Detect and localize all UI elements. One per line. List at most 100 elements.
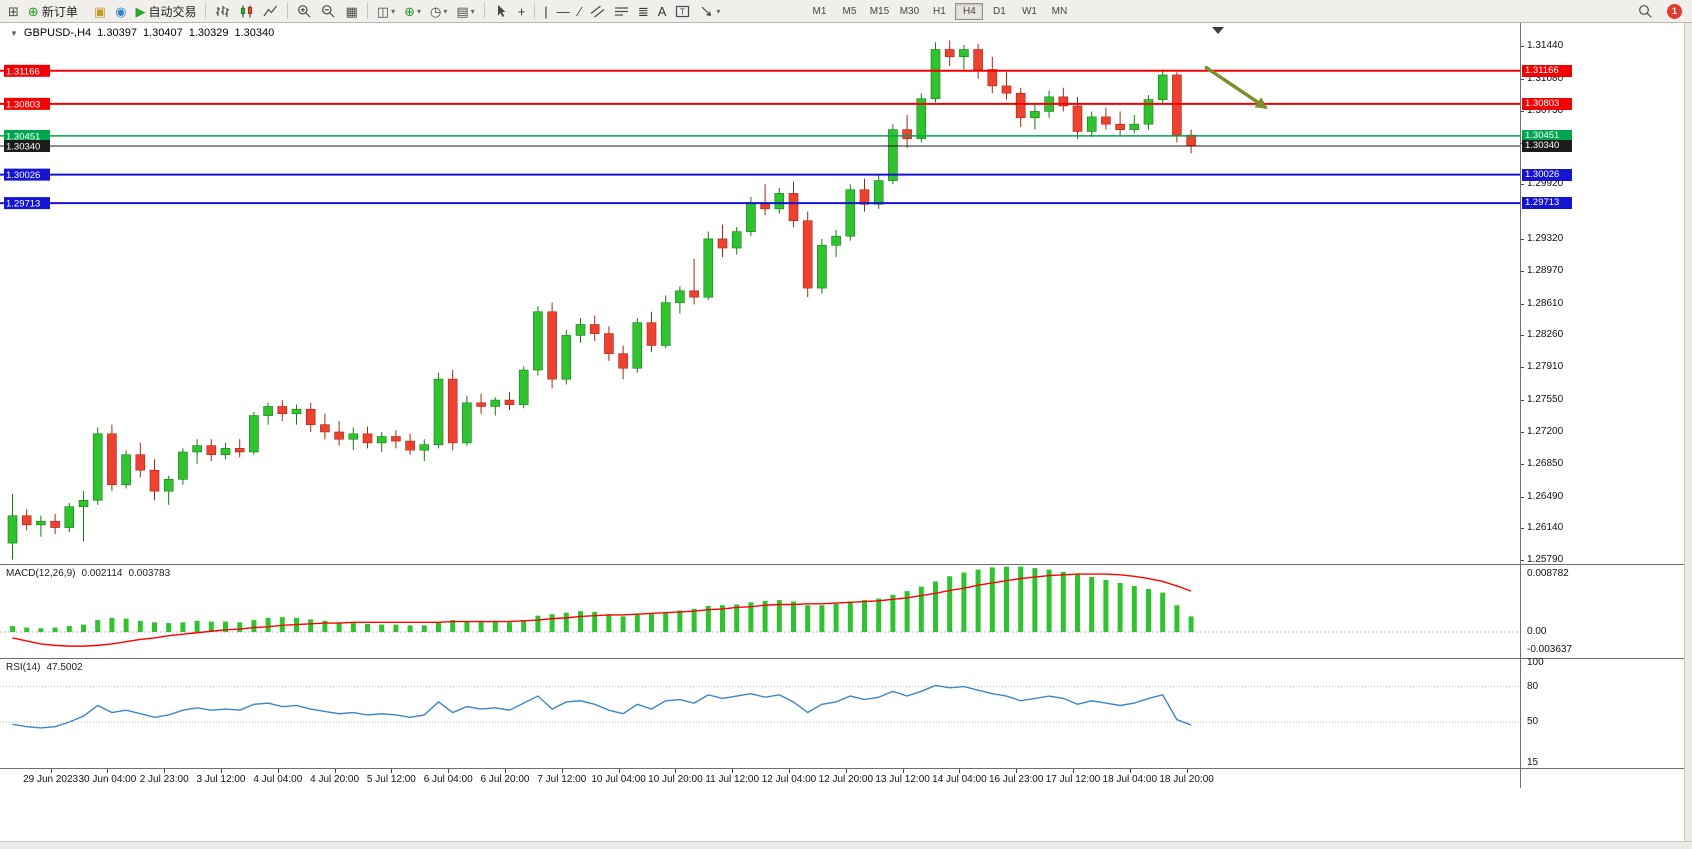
text-label-icon[interactable] (671, 0, 694, 22)
time-axis-label: 4 Jul 04:00 (253, 774, 303, 785)
panel-separator[interactable] (0, 658, 1684, 659)
macd-panel[interactable] (0, 565, 1520, 658)
profiles-icon[interactable]: ▣ (90, 0, 110, 22)
rsi-panel[interactable] (0, 659, 1520, 768)
new-order-button-label: 新订单 (41, 4, 78, 19)
time-axis-tick (391, 769, 393, 773)
templates-icon[interactable]: ▤ ▾ (452, 0, 478, 22)
indicators-icon[interactable]: ⊕ ▾ (400, 0, 425, 22)
macd-axis-label: 0.00 (1527, 626, 1547, 637)
price-badge-left: 1.30451 (4, 129, 50, 142)
toolbar: ⊞ ⊕ 新订单 ▣ ◉ ▶ 自动交易 ▦ ◫ ▾ ⊕ ▾ ◷ ▾ ▤ ▾ + | — ∕ ≣ A ▾ M1 M5 M15 M30 H1… (0, 0, 1692, 23)
y-axis-tick (1520, 270, 1524, 272)
timeframe-h1[interactable]: H1 (933, 5, 946, 17)
fibonacci-icon[interactable] (610, 0, 633, 22)
time-axis-tick (505, 769, 506, 773)
y-axis-tick (1520, 367, 1524, 369)
timeframe-group: M1 M5 M15 M30 H1 H4 D1 W1 MN (805, 2, 1073, 20)
community-icon[interactable]: ◉ (111, 0, 130, 22)
toolbar-right-cluster: 1 (1634, 0, 1682, 22)
time-axis-label: 12 Jul 20:00 (818, 774, 874, 785)
timeframe-d1[interactable]: D1 (993, 5, 1006, 17)
cursor-icon[interactable] (490, 0, 513, 22)
new-chart-icon-glyph: ⊞ (8, 3, 19, 19)
equidistant-channel-icon[interactable] (586, 0, 609, 22)
horizontal-line-icon-glyph: — (556, 3, 570, 19)
price-axis-badge: 1.29713 (1522, 197, 1572, 210)
candlestick-chart-icon[interactable] (235, 0, 258, 22)
one-click-trading-caret-icon[interactable]: ▼ (10, 28, 18, 38)
arrange-charts-icon[interactable]: ◫ ▾ (373, 0, 399, 22)
bar-chart-glyph-icon (215, 4, 230, 19)
chart-header: ▼ GBPUSD-,H4 1.30397 1.30407 1.30329 1.3… (10, 27, 274, 39)
price-axis-badge: 1.30451 (1522, 129, 1572, 142)
price-axis[interactable]: 1.314401.310801.307301.303701.299201.293… (1520, 0, 1684, 849)
time-axis-label: 4 Jul 20:00 (310, 774, 360, 785)
templates-icon-glyph: ▤ (456, 3, 469, 19)
line-chart-icon[interactable] (259, 0, 282, 22)
crosshair-icon[interactable]: + (514, 0, 530, 22)
zoom-in-icon[interactable] (293, 0, 316, 22)
indicators-icon-glyph: ⊕ (404, 3, 415, 19)
main-price-chart[interactable]: 1.311661.308031.304511.303401.300261.297… (0, 24, 1520, 564)
price-badge-left: 1.31166 (4, 64, 50, 77)
arrows-icon[interactable]: ▾ (695, 0, 724, 22)
time-axis-label: 7 Jul 12:00 (537, 774, 587, 785)
new-chart-icon[interactable]: ⊞ (4, 0, 23, 22)
macd-value-main: 0.002114 (81, 568, 123, 579)
timeframe-m5[interactable]: M5 (842, 5, 857, 17)
y-axis-label: 1.28970 (1527, 264, 1564, 276)
macd-axis-label: 0.008782 (1527, 568, 1569, 579)
macd-value-signal: 0.003783 (128, 568, 171, 579)
notification-badge[interactable]: 1 (1667, 3, 1682, 19)
time-axis-label: 16 Jul 23:00 (988, 774, 1044, 785)
autotrading-button[interactable]: ▶ 自动交易 (131, 0, 200, 22)
macd-histogram (10, 566, 1194, 632)
toolbar-separator (366, 3, 368, 19)
time-axis-tick (448, 769, 450, 773)
trend-arrow-annotation[interactable] (1204, 65, 1268, 110)
vertical-line-icon[interactable]: | (540, 0, 551, 22)
time-axis-label: 13 Jul 12:00 (875, 774, 930, 785)
chart-shift-marker[interactable] (1212, 27, 1224, 34)
timeframe-h4[interactable]: H4 (955, 2, 984, 20)
price-axis-badge: 1.30026 (1522, 168, 1572, 181)
time-axis-label: 17 Jul 12:00 (1045, 774, 1101, 785)
new-order-button[interactable]: ⊕ 新订单 (24, 0, 82, 22)
bar-chart-icon[interactable] (211, 0, 234, 22)
y-axis-label: 1.29320 (1527, 232, 1564, 244)
timeframe-m30[interactable]: M30 (899, 5, 920, 17)
y-axis-tick (1520, 560, 1524, 562)
zoom-out-icon[interactable] (317, 0, 340, 22)
time-axis-tick (845, 769, 847, 773)
time-axis[interactable]: 29 Jun 2023 30 Jun 04:00 2 Jul 23:00 3 Jul … (0, 769, 1520, 787)
price-axis-badge: 1.31166 (1522, 64, 1572, 77)
panel-separator[interactable] (0, 768, 1684, 769)
window-edge-bottom (0, 841, 1692, 849)
price-badge-left: 1.29713 (4, 197, 50, 210)
periods-icon[interactable]: ◷ ▾ (426, 0, 451, 22)
time-axis-label: 11 Jul 12:00 (705, 774, 760, 785)
y-axis-tick (1520, 335, 1524, 337)
timeframe-m1[interactable]: M1 (812, 5, 827, 17)
svg-text:1.29713: 1.29713 (6, 199, 40, 210)
time-axis-tick (675, 769, 677, 773)
horizontal-line-icon[interactable]: — (553, 0, 574, 22)
community-icon-glyph: ◉ (115, 3, 127, 19)
timeframe-w1[interactable]: W1 (1021, 5, 1037, 17)
cycle-lines-icon[interactable]: ≣ (634, 0, 653, 22)
rsi-axis-label: 80 (1527, 680, 1539, 692)
time-axis-label: 18 Jul 04:00 (1102, 774, 1158, 785)
time-axis-tick (561, 769, 563, 773)
y-axis-tick (1520, 78, 1524, 80)
trendline-icon[interactable]: ∕ (575, 0, 585, 22)
tile-windows-icon[interactable]: ▦ (341, 0, 361, 22)
ohlc-close: 1.30340 (234, 27, 275, 39)
text-icon[interactable]: A (654, 0, 671, 22)
timeframe-m15[interactable]: M15 (869, 5, 890, 17)
time-axis-tick (221, 769, 222, 773)
timeframe-mn[interactable]: MN (1051, 5, 1068, 17)
panel-separator[interactable] (0, 564, 1684, 565)
rsi-axis-label: 15 (1527, 757, 1539, 769)
price-axis-badge: 1.30340 (1522, 140, 1572, 153)
